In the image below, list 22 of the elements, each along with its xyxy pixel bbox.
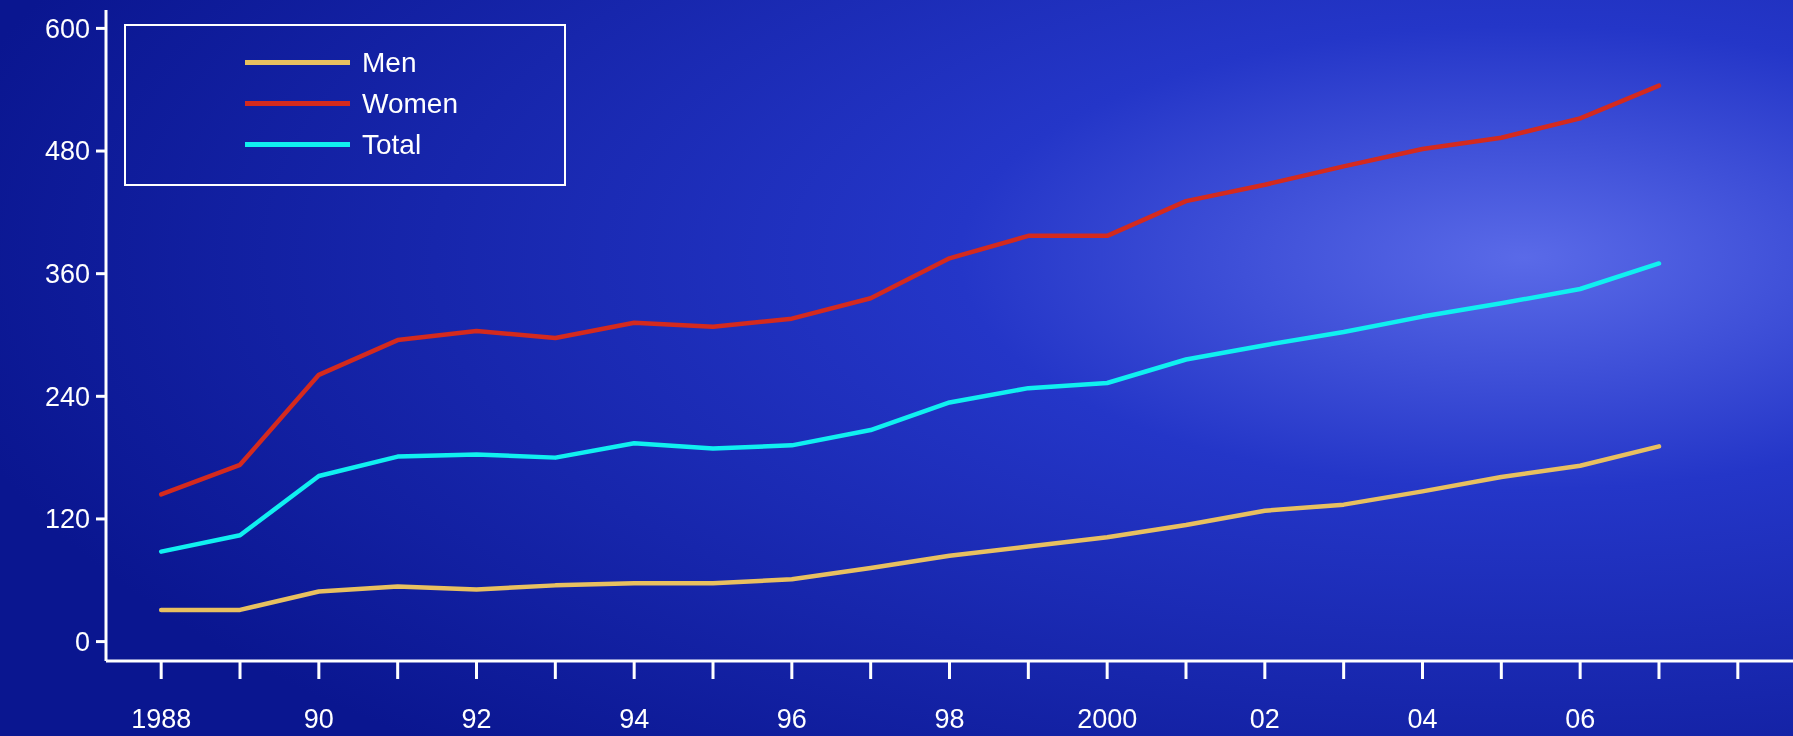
y-tick-label: 0 <box>74 627 90 658</box>
x-tick-label: 2000 <box>1077 704 1138 734</box>
legend-label: Total <box>362 128 422 160</box>
y-tick-label: 240 <box>44 381 90 412</box>
x-tick-label: 1988 <box>131 704 192 734</box>
x-tick-label: 94 <box>619 704 650 734</box>
x-tick-label: 02 <box>1249 704 1280 734</box>
y-tick-label: 120 <box>44 504 90 535</box>
y-tick-label: 600 <box>44 13 90 44</box>
legend-label: Women <box>362 87 458 119</box>
line-series <box>158 444 1662 613</box>
x-tick-label: 98 <box>934 704 965 734</box>
y-tick-label: 360 <box>44 259 90 290</box>
x-tick-label: 92 <box>461 704 492 734</box>
line-series <box>158 261 1662 554</box>
x-tick-label: 90 <box>303 704 334 734</box>
x-tick-label: 04 <box>1407 704 1438 734</box>
legend-label: Men <box>362 46 417 78</box>
line-series <box>158 83 1662 497</box>
x-tick-label: 96 <box>776 704 807 734</box>
y-tick-label: 480 <box>44 136 90 167</box>
x-tick-label: 06 <box>1565 704 1596 734</box>
